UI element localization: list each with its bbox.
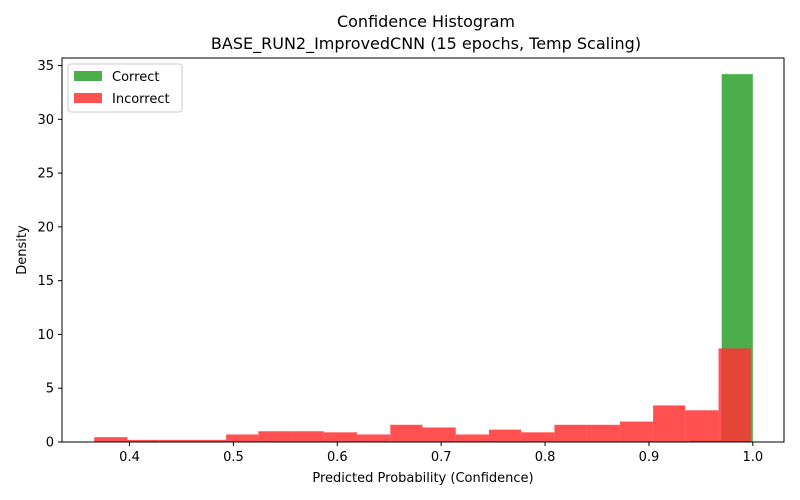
incorrect-bar-15 bbox=[586, 424, 620, 442]
chart-title: Confidence Histogram bbox=[337, 12, 515, 31]
y-tick-label: 5 bbox=[46, 382, 54, 397]
x-tick-label: 0.9 bbox=[639, 450, 660, 465]
x-axis: 0.4 0.5 0.6 0.7 0.8 0.9 1.0 bbox=[119, 442, 763, 465]
incorrect-bar-19 bbox=[718, 348, 751, 442]
incorrect-bar-12 bbox=[488, 429, 522, 442]
legend-label-incorrect: Incorrect bbox=[112, 92, 170, 107]
incorrect-bar-17 bbox=[653, 405, 686, 442]
incorrect-bar-18 bbox=[685, 410, 719, 442]
incorrect-bar-8 bbox=[357, 434, 391, 442]
incorrect-bar-1 bbox=[127, 439, 160, 442]
x-tick-label: 0.8 bbox=[535, 450, 556, 465]
incorrect-bar-5 bbox=[258, 431, 292, 442]
x-tick-label: 0.6 bbox=[327, 450, 348, 465]
plot-area-frame bbox=[61, 57, 785, 443]
incorrect-bar-14 bbox=[554, 424, 587, 442]
legend-swatch-correct bbox=[74, 71, 102, 81]
x-tick-label: 1.0 bbox=[742, 450, 763, 465]
y-tick-label: 15 bbox=[37, 274, 54, 289]
x-tick-label: 0.5 bbox=[223, 450, 244, 465]
incorrect-bar-2 bbox=[159, 439, 193, 442]
incorrect-series bbox=[94, 348, 751, 442]
incorrect-bar-13 bbox=[521, 432, 555, 442]
legend: Correct Incorrect bbox=[67, 63, 183, 113]
y-tick-label: 10 bbox=[37, 328, 54, 343]
x-tick-label: 0.4 bbox=[119, 450, 140, 465]
y-axis-label: Density bbox=[15, 225, 30, 275]
legend-swatch-incorrect bbox=[74, 93, 102, 103]
x-tick-label: 0.7 bbox=[431, 450, 452, 465]
incorrect-bar-10 bbox=[422, 427, 456, 442]
y-tick-label: 20 bbox=[37, 220, 54, 235]
incorrect-bar-7 bbox=[323, 432, 358, 442]
y-tick-label: 0 bbox=[46, 436, 54, 451]
y-tick-label: 30 bbox=[37, 113, 54, 128]
legend-label-correct: Correct bbox=[112, 70, 159, 85]
incorrect-bar-6 bbox=[291, 431, 324, 442]
x-axis-label: Predicted Probability (Confidence) bbox=[312, 471, 533, 486]
incorrect-bar-16 bbox=[619, 421, 654, 442]
y-tick-label: 35 bbox=[37, 59, 54, 74]
incorrect-bar-11 bbox=[455, 434, 489, 442]
incorrect-bar-9 bbox=[390, 424, 423, 442]
incorrect-bar-3 bbox=[192, 439, 227, 442]
y-axis: 0 5 10 15 20 25 30 35 bbox=[37, 59, 62, 451]
chart-subtitle: BASE_RUN2_ImprovedCNN (15 epochs, Temp S… bbox=[211, 34, 641, 54]
y-tick-label: 25 bbox=[37, 167, 54, 182]
incorrect-bar-0 bbox=[94, 437, 128, 442]
incorrect-bar-4 bbox=[226, 434, 259, 442]
